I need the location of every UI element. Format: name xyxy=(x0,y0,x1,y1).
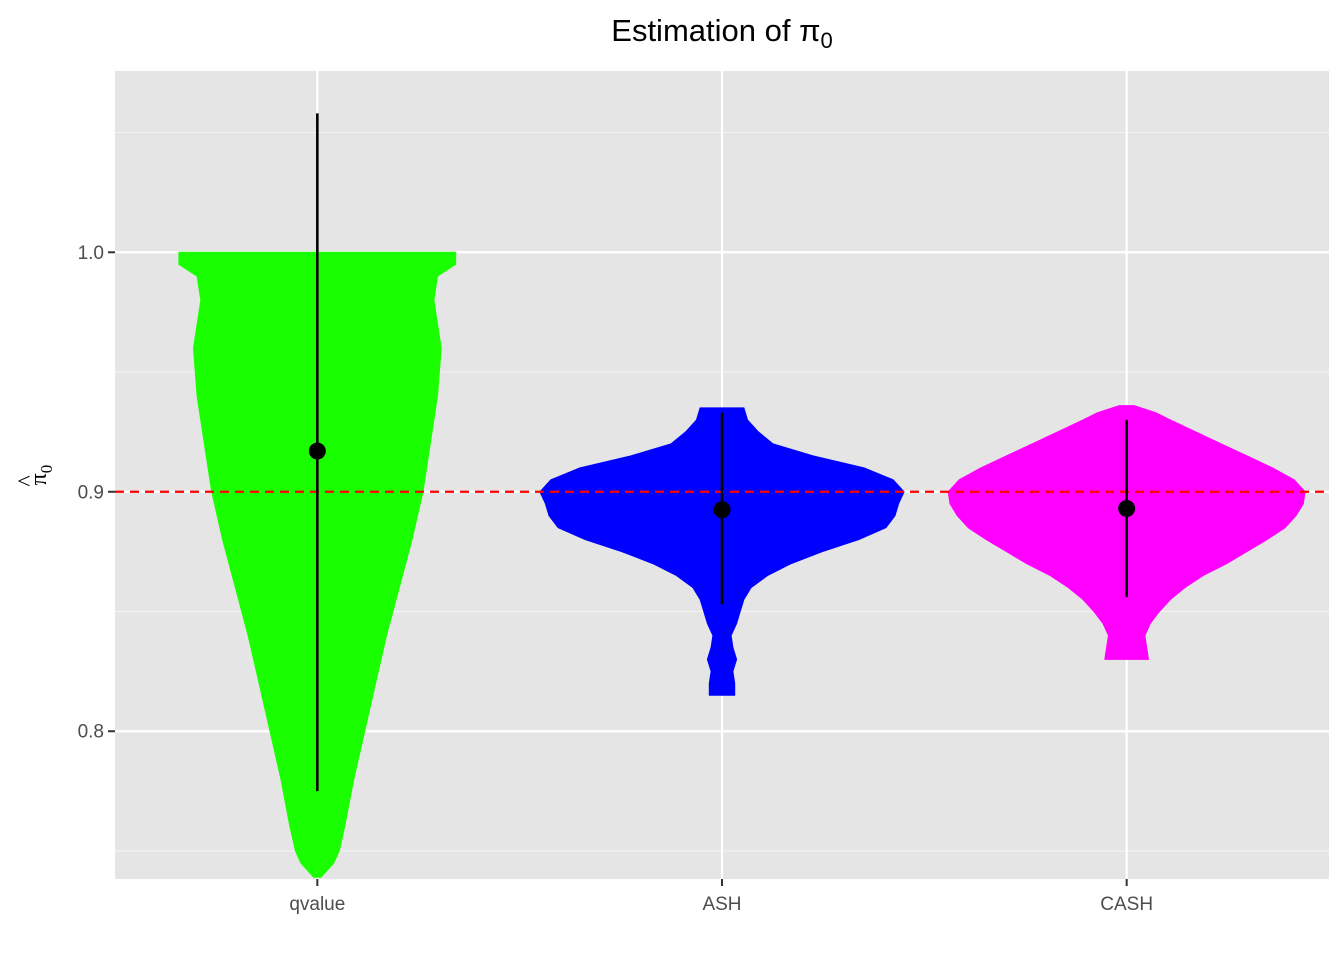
mean-point-qvalue xyxy=(308,442,326,460)
y-axis-title-hat: ^ xyxy=(14,475,40,486)
x-axis: qvalue ASH CASH xyxy=(289,879,1153,915)
mean-point-CASH xyxy=(1118,500,1136,518)
svg-text:π0: π0 xyxy=(26,465,56,486)
x-tick-label-ASH: ASH xyxy=(702,894,741,915)
chart-title: Estimation of π0 xyxy=(611,13,832,53)
x-tick-label-qvalue: qvalue xyxy=(289,894,345,915)
y-tick-label-0: 0.8 xyxy=(78,722,104,743)
y-axis-title-subscript: 0 xyxy=(37,465,56,474)
mean-point-ASH xyxy=(713,501,731,519)
x-tick-label-CASH: CASH xyxy=(1100,894,1153,915)
y-axis: 0.8 0.9 1.0 xyxy=(78,243,115,743)
y-axis-title: π0 ^ xyxy=(14,465,56,487)
y-tick-label-2: 1.0 xyxy=(78,243,104,264)
chart-title-subscript: 0 xyxy=(820,28,832,53)
y-axis-title-symbol: π xyxy=(26,473,52,485)
y-tick-label-1: 0.9 xyxy=(78,482,104,503)
intervals xyxy=(308,113,1136,792)
